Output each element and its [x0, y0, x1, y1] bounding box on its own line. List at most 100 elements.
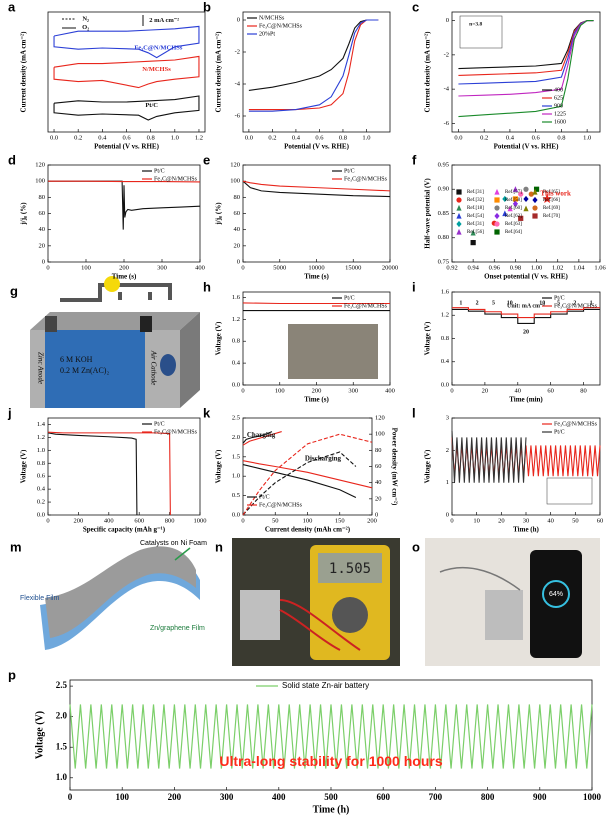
y-tick-label: 1.5: [232, 453, 240, 460]
annotation: Unit: mA cm⁻²: [507, 303, 545, 309]
x-tick-label: 200: [312, 387, 322, 394]
x-tick-label: 0.0: [454, 134, 462, 141]
y-tick-label: 120: [230, 161, 240, 168]
legend-label: Ref.[57]: [505, 190, 522, 195]
panel-letter: o: [412, 539, 420, 554]
x-tick-label: 0: [46, 264, 49, 271]
y-axis-label: Voltage (V): [424, 321, 432, 355]
legend-label: Pt/C: [259, 494, 270, 500]
battery: [240, 590, 280, 640]
arrow: [174, 547, 191, 561]
x-tick-label: 600: [134, 517, 144, 524]
y-tick-label: -4: [235, 80, 241, 87]
x-tick-label: 900: [533, 792, 547, 802]
y-tick-label: 1.2: [441, 312, 449, 319]
chart: k 0 50 100 150 200 0.0 0.5 1.0 1.5 2.0 2.5 0 20 40 60 80…: [203, 405, 398, 533]
x-tick-label: 0.4: [98, 134, 107, 141]
y-tick-label: 1.6: [441, 288, 450, 295]
x-tick-label: 60: [547, 387, 554, 394]
x-tick-label: 500: [324, 792, 338, 802]
legend-label: Ref.[63]: [505, 222, 522, 227]
y-tick-label: 2.5: [56, 680, 68, 690]
x-tick-label: 400: [272, 792, 286, 802]
legend-marker: [532, 213, 538, 219]
y-tick-label: 2.0: [56, 711, 68, 721]
chart: c 0.0 0.2 0.4 0.6 0.8 1.0 -6 -4 -2 0 Potential (V v…: [412, 0, 601, 151]
panel-letter: a: [8, 0, 16, 14]
point: [512, 186, 519, 192]
legend-label: Ref.[31]: [467, 222, 484, 227]
chart: b 0.0 0.2 0.4 0.6 0.8 1.0 -6 -4 -2 0 Potential (V v…: [203, 0, 391, 151]
wire: [60, 283, 172, 302]
x-tick-label: 0: [450, 517, 453, 524]
annotation: 10: [539, 301, 545, 307]
series-line: [458, 20, 594, 118]
legend-label: Solid state Zn-air battery: [282, 681, 369, 690]
series-line: [242, 451, 357, 516]
legend-label: Fe₃C@N/MCHSs: [154, 176, 198, 182]
panel-letter: j: [7, 405, 12, 420]
x-tick-label: 1.02: [552, 264, 563, 271]
x-axis-label: Current density (mAh cm⁻²): [265, 526, 351, 534]
series-label: Pt/C: [145, 102, 158, 109]
x-axis-label: Time (s): [304, 273, 329, 281]
x-axis-label: Potential (V vs. RHE): [494, 143, 559, 151]
phone: [530, 550, 582, 658]
x-tick-label: 15000: [345, 264, 361, 271]
cathode-label: Air Cathode: [149, 350, 157, 385]
legend-marker: [532, 205, 538, 211]
x-tick-label: 400: [104, 517, 114, 524]
y-tick-label: 20: [234, 242, 241, 249]
y-tick-label: 0.4: [37, 486, 46, 493]
x-tick-label: 0.8: [147, 134, 155, 141]
annotation: 2: [476, 301, 479, 307]
legend-marker: [494, 229, 500, 235]
anode-tab: [45, 316, 57, 332]
panel-letter: h: [203, 279, 211, 294]
x-tick-label: 10000: [308, 264, 324, 271]
legend-label: Ref.[69]: [543, 206, 560, 211]
y-tick-label: 0.85: [438, 210, 449, 217]
legend-label: Fe₃C@N/MCHSs: [554, 421, 598, 427]
x-tick-label: 0.94: [467, 264, 479, 271]
y-tick-label: 1.5: [56, 741, 68, 751]
series-line: [47, 432, 138, 516]
legend-label: Fe₃C@N/MCHSs: [554, 303, 598, 309]
legend-label: 1225: [554, 111, 566, 117]
legend-marker: [532, 188, 538, 195]
x-tick-label: 0.2: [74, 134, 82, 141]
legend-marker: [494, 188, 500, 195]
x-tick-label: 1.06: [594, 264, 606, 271]
x-tick-label: 1.0: [362, 134, 370, 141]
x-tick-label: 80: [580, 387, 587, 394]
x-tick-label: 0.92: [446, 264, 457, 271]
y-axis-label: Voltage (V): [215, 321, 223, 355]
y-tick-label: 40: [234, 226, 241, 233]
x-tick-label: 150: [335, 517, 345, 524]
annotation: 1: [459, 301, 462, 307]
x-tick-label: 300: [348, 387, 358, 394]
legend-label: Ref.[64]: [505, 230, 522, 235]
y-tick-label: 1.4: [37, 421, 46, 428]
annotation: O₂: [82, 24, 89, 31]
y-tick-label: 0.0: [37, 511, 45, 518]
y-axis-label: Half-wave potential (V): [424, 178, 432, 249]
electrolyte-label: 0.2 M Zn(AC)₂: [60, 366, 109, 375]
series-label: Fe₃C@N/MCHSs: [134, 44, 183, 51]
annotation: n=3.8: [469, 21, 482, 27]
point: [528, 191, 534, 197]
x-axis-label: Onset potential (V vs. RHE): [484, 273, 568, 281]
plot-frame: [47, 417, 201, 516]
series-line: [47, 431, 171, 516]
multimeter-reading: 1.505: [329, 561, 371, 577]
y-tick-label: 0: [237, 258, 240, 265]
y-tick-label: 100: [230, 178, 240, 185]
series-line: [53, 25, 200, 59]
legend-label: Fe₃C@N/MCHSs: [344, 303, 388, 309]
x-tick-label: 800: [481, 792, 495, 802]
y2-tick-label: 20: [375, 495, 382, 502]
y-tick-label: 2.5: [232, 414, 240, 421]
x-tick-label: 0.4: [292, 134, 301, 141]
x-tick-label: 0: [241, 517, 244, 524]
